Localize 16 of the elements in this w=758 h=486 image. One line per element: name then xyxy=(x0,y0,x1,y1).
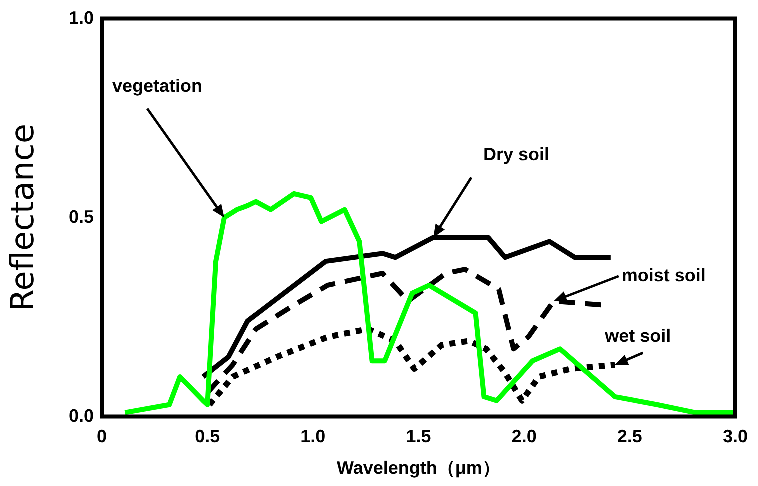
x-tick-label: 0 xyxy=(96,426,108,447)
annotation: wet soil xyxy=(604,326,672,346)
x-tick-label: 1.5 xyxy=(406,426,432,447)
y-tick-label: 1.0 xyxy=(68,8,94,28)
x-tick-label: 0.5 xyxy=(195,426,220,447)
x-tick-label: 1.0 xyxy=(300,426,326,447)
y-tick-label: 0.5 xyxy=(68,206,94,227)
y-tick-label: 0.0 xyxy=(68,406,94,426)
x-axis-title: Wavelength（μm） xyxy=(337,458,500,478)
annotation: Dry soil xyxy=(484,144,550,165)
x-tick-label: 2.0 xyxy=(512,426,537,447)
annotation: vegetation xyxy=(112,76,202,96)
x-tick-label: 3.0 xyxy=(722,426,748,447)
annotation: moist soil xyxy=(622,265,706,286)
x-tick-label: 2.5 xyxy=(617,426,642,447)
y-axis-title: Reflectance xyxy=(4,124,42,312)
